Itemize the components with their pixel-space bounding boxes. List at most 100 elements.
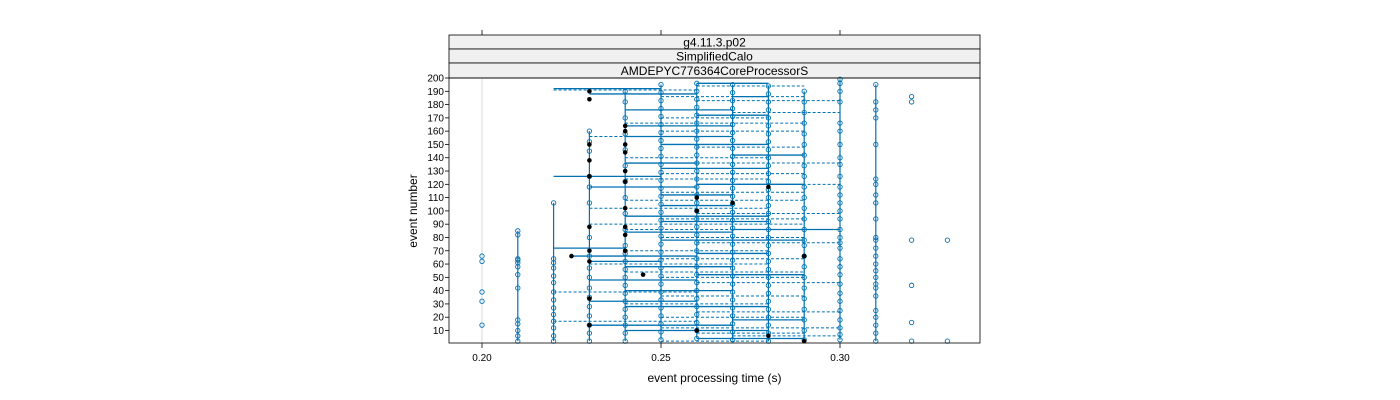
data-point bbox=[873, 253, 879, 259]
data-point bbox=[586, 184, 593, 190]
data-point bbox=[694, 240, 700, 246]
plot-panel-frame bbox=[448, 77, 981, 344]
data-point bbox=[873, 314, 879, 320]
y-tick-label: 80 bbox=[433, 233, 445, 244]
data-point bbox=[873, 274, 879, 280]
data-point bbox=[729, 329, 736, 335]
y-tick-label: 70 bbox=[433, 246, 445, 257]
data-point bbox=[658, 177, 664, 183]
data-point bbox=[729, 169, 736, 176]
data-point bbox=[801, 141, 807, 148]
data-point bbox=[765, 202, 772, 209]
data-point bbox=[801, 264, 807, 270]
data-point bbox=[837, 325, 843, 331]
data-point bbox=[658, 193, 664, 199]
median-point bbox=[801, 338, 807, 344]
data-point bbox=[837, 307, 843, 314]
data-point bbox=[873, 268, 879, 274]
y-tick-label: 140 bbox=[427, 153, 444, 164]
data-point bbox=[658, 257, 664, 263]
data-point bbox=[694, 216, 700, 222]
data-point bbox=[765, 210, 772, 217]
data-point bbox=[729, 313, 736, 319]
data-point bbox=[801, 173, 807, 179]
data-point bbox=[550, 200, 557, 206]
data-point bbox=[765, 242, 772, 249]
y-tick-label: 150 bbox=[427, 140, 444, 151]
y-tick-label: 160 bbox=[427, 127, 444, 138]
data-point bbox=[515, 272, 521, 278]
data-point bbox=[658, 105, 664, 112]
data-point bbox=[765, 123, 772, 129]
data-point bbox=[694, 152, 700, 158]
data-point bbox=[550, 273, 557, 279]
x-axis-top bbox=[481, 30, 841, 35]
data-point bbox=[658, 297, 664, 303]
data-point bbox=[729, 145, 736, 152]
median-point bbox=[766, 184, 771, 190]
data-point bbox=[694, 136, 700, 142]
data-point bbox=[586, 285, 593, 291]
data-point bbox=[729, 241, 736, 247]
data-point bbox=[837, 141, 843, 148]
data-point bbox=[837, 298, 843, 304]
data-point bbox=[658, 249, 664, 255]
data-point bbox=[729, 297, 736, 303]
data-point bbox=[622, 258, 628, 265]
data-point bbox=[515, 256, 521, 262]
data-point bbox=[837, 234, 843, 241]
data-point bbox=[801, 99, 807, 105]
y-tick-label: 200 bbox=[427, 74, 444, 85]
data-point bbox=[801, 109, 807, 116]
data-point bbox=[694, 80, 700, 86]
data-point bbox=[837, 192, 843, 198]
data-point bbox=[801, 88, 807, 94]
data-point bbox=[658, 281, 664, 287]
data-point bbox=[622, 274, 628, 280]
median-point bbox=[766, 333, 771, 339]
data-point bbox=[729, 233, 736, 239]
data-point bbox=[873, 237, 879, 243]
data-point bbox=[694, 303, 700, 310]
data-point bbox=[801, 306, 807, 312]
y-tick-label: 60 bbox=[433, 260, 445, 271]
data-point bbox=[801, 131, 807, 137]
data-point bbox=[837, 161, 843, 168]
data-point bbox=[944, 237, 951, 243]
data-point bbox=[765, 163, 772, 169]
data-point bbox=[622, 290, 628, 296]
data-point bbox=[765, 139, 772, 145]
data-point bbox=[729, 153, 736, 160]
y-tick-label: 110 bbox=[428, 193, 444, 204]
median-point bbox=[622, 179, 628, 184]
data-point bbox=[622, 194, 628, 201]
data-point bbox=[479, 289, 485, 295]
data-point bbox=[729, 257, 736, 263]
data-point bbox=[801, 317, 807, 323]
data-point bbox=[765, 147, 772, 153]
data-point bbox=[765, 107, 772, 113]
data-point bbox=[837, 337, 843, 343]
y-axis: 10 20 30 40 50 60 70 80 90 100 110 120 130 140 150 160 1… bbox=[427, 74, 449, 337]
data-point bbox=[801, 184, 807, 190]
data-point bbox=[873, 245, 879, 251]
data-point bbox=[694, 128, 700, 134]
median-point bbox=[694, 195, 700, 200]
data-point bbox=[729, 217, 736, 223]
data-point bbox=[837, 173, 843, 179]
data-point bbox=[550, 265, 557, 271]
data-point bbox=[873, 330, 879, 336]
data-point bbox=[694, 176, 700, 182]
data-point bbox=[658, 337, 664, 343]
data-point bbox=[765, 258, 772, 265]
data-point bbox=[658, 233, 664, 239]
data-point bbox=[837, 281, 843, 287]
y-tick-label: 190 bbox=[427, 87, 444, 98]
strip-label-1: g4.11.3.p02 bbox=[683, 36, 746, 50]
data-point bbox=[801, 216, 807, 222]
data-point bbox=[908, 282, 915, 288]
data-point bbox=[515, 333, 521, 339]
data-point bbox=[765, 194, 772, 201]
data-point bbox=[658, 137, 664, 144]
data-point bbox=[622, 210, 628, 217]
